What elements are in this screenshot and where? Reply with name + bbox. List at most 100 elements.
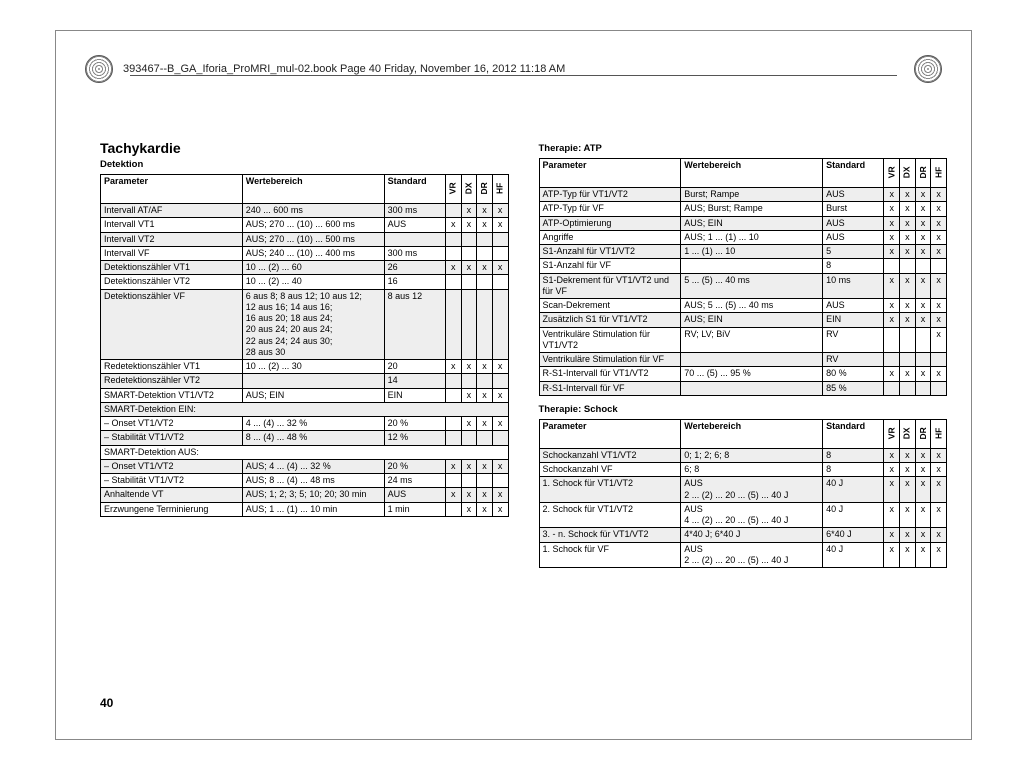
- table-row: 1. Schock für VFAUS 2 ... (2) ... 20 ...…: [539, 542, 947, 568]
- flag-cell: [445, 474, 461, 488]
- cell: 40 J: [823, 542, 884, 568]
- flag-cell: x: [477, 360, 493, 374]
- flag-cell: x: [900, 273, 916, 299]
- flag-cell: [492, 474, 508, 488]
- subsection-title: Therapie: Schock: [539, 404, 948, 415]
- table-row: Anhaltende VTAUS; 1; 2; 3; 5; 10; 20; 30…: [101, 488, 509, 502]
- cell: Anhaltende VT: [101, 488, 243, 502]
- flag-cell: x: [445, 488, 461, 502]
- left-column: Tachykardie Detektion ParameterWertebere…: [100, 140, 509, 568]
- flag-cell: x: [884, 216, 900, 230]
- cell: 8: [823, 259, 884, 273]
- table-row: Intervall VT1AUS; 270 ... (10) ... 600 m…: [101, 218, 509, 232]
- cell: ATP-Optimierung: [539, 216, 681, 230]
- flag-cell: x: [931, 299, 947, 313]
- cell: Detektionszähler VT2: [101, 275, 243, 289]
- flag-cell: [445, 417, 461, 431]
- cell: 1. Schock für VT1/VT2: [539, 477, 681, 503]
- cell: AUS; 270 ... (10) ... 500 ms: [242, 232, 384, 246]
- flag-cell: x: [915, 448, 931, 462]
- cell: 8: [823, 448, 884, 462]
- flag-cell: x: [461, 388, 477, 402]
- flag-cell: x: [931, 367, 947, 381]
- flag-cell: x: [931, 463, 947, 477]
- cell: 6*40 J: [823, 528, 884, 542]
- cell: Erzwungene Terminierung: [101, 502, 243, 516]
- flag-cell: x: [915, 463, 931, 477]
- cell: EIN: [384, 388, 445, 402]
- flag-cell: x: [884, 245, 900, 259]
- flag-cell: x: [931, 327, 947, 353]
- table-row: – Onset VT1/VT2AUS; 4 ... (4) ... 32 %20…: [101, 459, 509, 473]
- cell: Ventrikuläre Stimulation für VF: [539, 353, 681, 367]
- cell: [681, 381, 823, 395]
- flag-header: HF: [931, 419, 947, 448]
- flag-cell: x: [477, 488, 493, 502]
- cell: – Stabilität VT1/VT2: [101, 474, 243, 488]
- cell: AUS: [823, 299, 884, 313]
- flag-cell: x: [900, 188, 916, 202]
- flag-cell: x: [445, 459, 461, 473]
- column-header: Standard: [823, 159, 884, 188]
- flag-cell: [492, 246, 508, 260]
- flag-cell: [884, 353, 900, 367]
- cell: 26: [384, 261, 445, 275]
- cell: Scan-Dekrement: [539, 299, 681, 313]
- cell: 6; 8: [681, 463, 823, 477]
- flag-cell: x: [915, 273, 931, 299]
- flag-cell: x: [900, 313, 916, 327]
- flag-cell: x: [477, 388, 493, 402]
- table-row: Detektionszähler VT210 ... (2) ... 4016: [101, 275, 509, 289]
- flag-cell: [884, 381, 900, 395]
- column-header: Wertebereich: [681, 159, 823, 188]
- table-row: ATP-OptimierungAUS; EINAUSxxxx: [539, 216, 947, 230]
- flag-cell: [900, 327, 916, 353]
- flag-cell: x: [915, 230, 931, 244]
- flag-cell: [461, 374, 477, 388]
- flag-header: HF: [492, 175, 508, 204]
- cell: 5: [823, 245, 884, 259]
- flag-cell: x: [900, 463, 916, 477]
- cell: AUS; 8 ... (4) ... 48 ms: [242, 474, 384, 488]
- flag-cell: [445, 502, 461, 516]
- flag-cell: x: [931, 230, 947, 244]
- table-row: S1-Anzahl für VT1/VT21 ... (1) ... 105xx…: [539, 245, 947, 259]
- flag-cell: x: [884, 448, 900, 462]
- book-icon: [914, 55, 942, 83]
- flag-header: DX: [900, 159, 916, 188]
- column-header: Standard: [384, 175, 445, 204]
- flag-cell: [477, 246, 493, 260]
- cell: 4*40 J; 6*40 J: [681, 528, 823, 542]
- flag-cell: x: [492, 360, 508, 374]
- cell: 5 ... (5) ... 40 ms: [681, 273, 823, 299]
- table-row: 3. - n. Schock für VT1/VT24*40 J; 6*40 J…: [539, 528, 947, 542]
- flag-cell: [492, 289, 508, 360]
- cell: 6 aus 8; 8 aus 12; 10 aus 12; 12 aus 16;…: [242, 289, 384, 360]
- cell: 8: [823, 463, 884, 477]
- flag-cell: x: [931, 188, 947, 202]
- flag-cell: x: [461, 488, 477, 502]
- right-column: Therapie: ATP ParameterWertebereichStand…: [539, 140, 948, 568]
- table-row: 2. Schock für VT1/VT2AUS 4 ... (2) ... 2…: [539, 502, 947, 528]
- table-row: R-S1-Intervall für VT1/VT270 ... (5) ...…: [539, 367, 947, 381]
- table-row: S1-Anzahl für VF8: [539, 259, 947, 273]
- flag-cell: [461, 246, 477, 260]
- cell: 20: [384, 360, 445, 374]
- flag-cell: [477, 374, 493, 388]
- flag-cell: x: [492, 218, 508, 232]
- table-row: Scan-DekrementAUS; 5 ... (5) ... 40 msAU…: [539, 299, 947, 313]
- column-header: Parameter: [101, 175, 243, 204]
- flag-cell: [445, 275, 461, 289]
- cell: R-S1-Intervall für VF: [539, 381, 681, 395]
- cell: [681, 259, 823, 273]
- flag-cell: x: [445, 360, 461, 374]
- flag-cell: x: [461, 417, 477, 431]
- flag-cell: x: [477, 261, 493, 275]
- cell: 1. Schock für VF: [539, 542, 681, 568]
- cell: 40 J: [823, 477, 884, 503]
- flag-cell: x: [931, 245, 947, 259]
- flag-cell: [492, 232, 508, 246]
- flag-cell: [915, 353, 931, 367]
- cell: 40 J: [823, 502, 884, 528]
- flag-cell: x: [884, 477, 900, 503]
